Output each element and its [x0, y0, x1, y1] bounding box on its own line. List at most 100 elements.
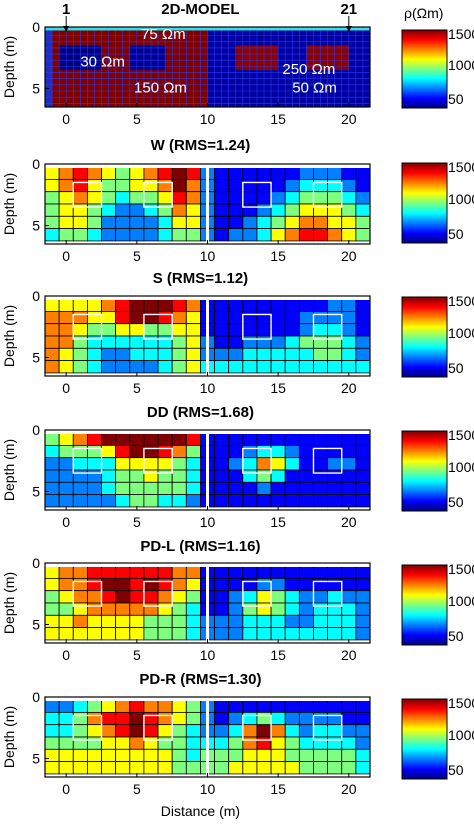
inversion-cell — [214, 602, 230, 616]
inversion-cell — [327, 323, 343, 337]
inversion-cell — [86, 166, 102, 180]
inversion-cell — [58, 565, 74, 579]
inversion-cell — [270, 577, 286, 592]
inversion-title: PD-L (RMS=1.16) — [140, 538, 260, 555]
inversion-cell — [313, 494, 329, 508]
inversion-cell — [242, 699, 258, 713]
inversion-cell — [298, 627, 314, 641]
inversion-cell — [171, 724, 187, 738]
inversion-cell — [355, 228, 371, 242]
inversion-cell — [101, 469, 117, 483]
inversion-cell — [355, 178, 371, 193]
inversion-cell — [129, 203, 145, 217]
inversion-cell — [171, 360, 187, 374]
inversion-cell — [129, 228, 145, 242]
inversion-cell — [101, 736, 117, 750]
inversion-cell — [270, 166, 286, 180]
inversion-cell — [58, 761, 74, 775]
inversion-cell — [86, 457, 102, 471]
inversion-cell — [72, 335, 88, 349]
inversion-cell — [228, 614, 244, 629]
inversion-cell — [185, 166, 201, 180]
inversion-cell — [298, 203, 314, 217]
inversion-cell — [298, 215, 314, 230]
inversion-cell — [58, 335, 74, 349]
colorbar — [401, 564, 448, 646]
inversion-cell — [298, 614, 314, 629]
inversion-cell — [341, 323, 357, 337]
inversion-cell — [129, 761, 145, 775]
inversion-cell — [72, 565, 88, 579]
inversion-cell — [327, 627, 343, 641]
inversion-cell — [157, 565, 173, 579]
inversion-cell — [101, 614, 117, 629]
inversion-cell — [355, 577, 371, 592]
inversion-cell — [327, 347, 343, 362]
inversion-cell — [242, 494, 258, 508]
inversion-cell — [327, 577, 343, 592]
inversion-cell — [298, 228, 314, 242]
inversion-cell — [58, 457, 74, 471]
inversion-cell — [313, 699, 329, 713]
model-region — [129, 45, 166, 71]
colorbar-tick-label: 1500 — [448, 159, 474, 175]
inversion-cell — [355, 203, 371, 217]
inversion-cell — [143, 469, 159, 483]
inversion-cell — [115, 724, 131, 738]
inversion-cell — [242, 748, 258, 763]
inversion-cell — [157, 590, 173, 604]
inversion-cell — [228, 711, 244, 726]
inversion-cell — [242, 602, 258, 616]
inversion-cell — [58, 178, 74, 193]
inversion-cell — [270, 310, 286, 325]
x-tick-label: 15 — [270, 781, 286, 797]
anomaly-outline — [242, 447, 272, 474]
inversion-cell — [284, 166, 300, 180]
inversion-cell — [284, 614, 300, 629]
colorbar-tick-label: 1000 — [448, 57, 474, 73]
inversion-cell — [341, 711, 357, 726]
inversion-cell — [72, 360, 88, 374]
x-tick-label: 0 — [62, 514, 70, 530]
inversion-cell — [341, 215, 357, 230]
inversion-cell — [327, 432, 343, 446]
colorbar — [401, 29, 448, 109]
anomaly-outline — [312, 181, 343, 208]
electrode-label: 1 — [62, 1, 70, 18]
inversion-cell — [44, 203, 60, 217]
inversion-cell — [185, 711, 201, 726]
inversion-cell — [313, 298, 329, 312]
inversion-cell — [355, 360, 371, 374]
inversion-cell — [313, 203, 329, 217]
inversion-cell — [341, 494, 357, 508]
inversion-cell — [143, 323, 159, 337]
inversion-cell — [185, 191, 201, 205]
inversion-cell — [171, 191, 187, 205]
inversion-cell — [129, 335, 145, 349]
inversion-cell — [313, 748, 329, 763]
inversion-cell — [58, 360, 74, 374]
y-tick-label: 5 — [32, 484, 40, 500]
inversion-cell — [129, 469, 145, 483]
inversion-cell — [228, 748, 244, 763]
inversion-cell — [214, 565, 230, 579]
inversion-cell — [355, 335, 371, 349]
inversion-cell — [157, 481, 173, 496]
inversion-cell — [270, 298, 286, 312]
inversion-cell — [72, 469, 88, 483]
inversion-cell — [171, 298, 187, 312]
inversion-cell — [355, 347, 371, 362]
inversion-cell — [214, 310, 230, 325]
inversion-cell — [256, 203, 272, 217]
inversion-cell — [214, 761, 230, 775]
colorbar — [401, 296, 448, 378]
inversion-cell — [171, 310, 187, 325]
x-tick-label: 20 — [341, 111, 357, 127]
inversion-cell — [228, 335, 244, 349]
inversion-cell — [44, 565, 60, 579]
inversion-cell — [270, 602, 286, 616]
inversion-cell — [327, 590, 343, 604]
inversion-cell — [313, 432, 329, 446]
inversion-cell — [72, 494, 88, 508]
